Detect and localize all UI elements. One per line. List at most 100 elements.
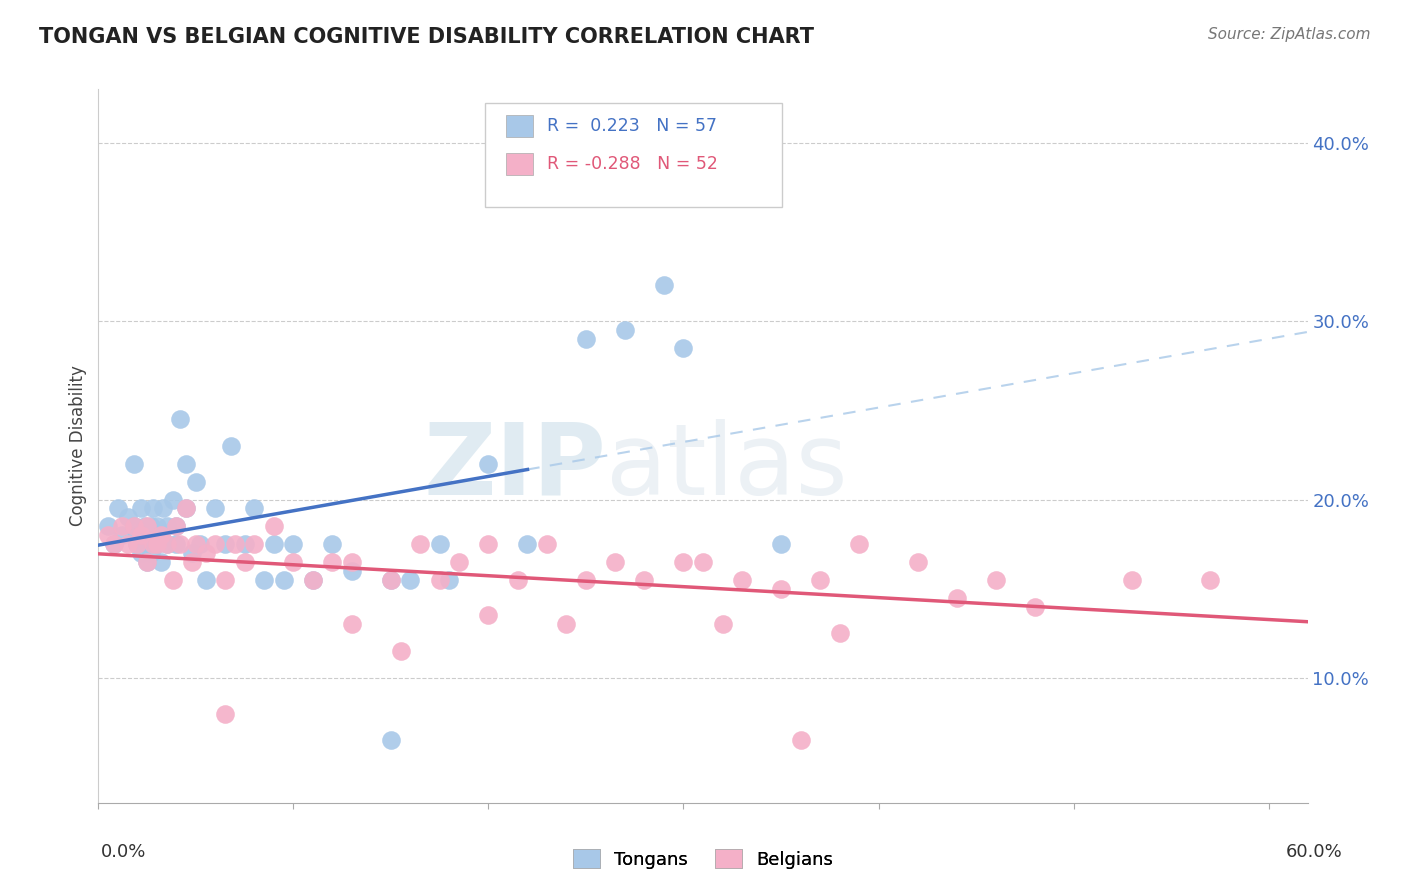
Text: atlas: atlas <box>606 419 848 516</box>
Point <box>149 555 172 569</box>
Point <box>127 537 149 551</box>
Point <box>136 537 159 551</box>
Point <box>156 537 179 551</box>
Point <box>107 501 129 516</box>
Point <box>97 528 120 542</box>
Point <box>1199 573 1222 587</box>
Point <box>575 573 598 587</box>
Point <box>321 537 343 551</box>
Text: 0.0%: 0.0% <box>101 843 146 861</box>
Point <box>429 537 451 551</box>
Point <box>122 519 145 533</box>
Point <box>477 608 499 623</box>
Point <box>174 457 197 471</box>
Point <box>184 537 207 551</box>
Point <box>731 573 754 587</box>
Text: 60.0%: 60.0% <box>1286 843 1343 861</box>
Point <box>283 555 305 569</box>
Point <box>146 537 169 551</box>
Y-axis label: Cognitive Disability: Cognitive Disability <box>69 366 87 526</box>
Point <box>283 537 305 551</box>
Point <box>165 537 187 551</box>
Point <box>136 519 159 533</box>
Point <box>506 573 529 587</box>
Point <box>156 519 179 533</box>
Point <box>399 573 422 587</box>
Point <box>340 617 363 632</box>
Point <box>652 278 675 293</box>
Point <box>273 573 295 587</box>
Point <box>439 573 461 587</box>
Point <box>165 519 187 533</box>
Point <box>429 573 451 587</box>
Point <box>134 519 156 533</box>
Point <box>672 341 695 355</box>
Point <box>103 537 125 551</box>
Point <box>174 501 197 516</box>
Point <box>828 626 851 640</box>
Point <box>380 573 402 587</box>
Point <box>380 573 402 587</box>
FancyBboxPatch shape <box>506 115 533 137</box>
Point <box>945 591 967 605</box>
Point <box>808 573 831 587</box>
Point <box>131 546 153 560</box>
Point <box>263 537 285 551</box>
Point <box>174 501 197 516</box>
Text: ZIP: ZIP <box>423 419 606 516</box>
Point <box>789 733 811 747</box>
Point <box>188 537 211 551</box>
Point <box>127 537 149 551</box>
Point <box>907 555 929 569</box>
Point <box>146 537 169 551</box>
Point <box>302 573 325 587</box>
Point <box>162 573 184 587</box>
Text: R = -0.288   N = 52: R = -0.288 N = 52 <box>547 155 718 173</box>
Point <box>224 537 246 551</box>
Point <box>449 555 471 569</box>
Point <box>204 501 226 516</box>
Point <box>214 537 236 551</box>
Point <box>181 546 204 560</box>
Point <box>97 519 120 533</box>
Point <box>142 537 165 551</box>
Point <box>122 519 145 533</box>
Point <box>605 555 627 569</box>
Point <box>233 537 256 551</box>
Text: R =  0.223   N = 57: R = 0.223 N = 57 <box>547 117 717 135</box>
Text: Source: ZipAtlas.com: Source: ZipAtlas.com <box>1208 27 1371 42</box>
Point <box>536 537 558 551</box>
Point <box>302 573 325 587</box>
Point <box>1121 573 1143 587</box>
Point <box>219 439 242 453</box>
Point <box>672 555 695 569</box>
Point <box>194 546 217 560</box>
Point <box>131 501 153 516</box>
Point <box>136 555 159 569</box>
Point <box>692 555 714 569</box>
Point <box>575 332 598 346</box>
Point <box>389 644 412 658</box>
Point <box>214 706 236 721</box>
Point <box>149 528 172 542</box>
Point <box>555 617 578 632</box>
Point <box>169 412 191 426</box>
Point <box>263 519 285 533</box>
Point <box>340 555 363 569</box>
Legend: Tongans, Belgians: Tongans, Belgians <box>565 842 841 876</box>
Point <box>477 537 499 551</box>
Point <box>131 528 153 542</box>
Point <box>184 475 207 489</box>
Point <box>156 537 179 551</box>
Point <box>214 573 236 587</box>
Point <box>233 555 256 569</box>
Point <box>633 573 655 587</box>
Point <box>111 528 134 542</box>
Point <box>380 733 402 747</box>
Point <box>139 546 162 560</box>
Point <box>321 555 343 569</box>
Point <box>142 501 165 516</box>
Text: TONGAN VS BELGIAN COGNITIVE DISABILITY CORRELATION CHART: TONGAN VS BELGIAN COGNITIVE DISABILITY C… <box>39 27 814 46</box>
Point <box>253 573 276 587</box>
Point <box>769 582 792 596</box>
